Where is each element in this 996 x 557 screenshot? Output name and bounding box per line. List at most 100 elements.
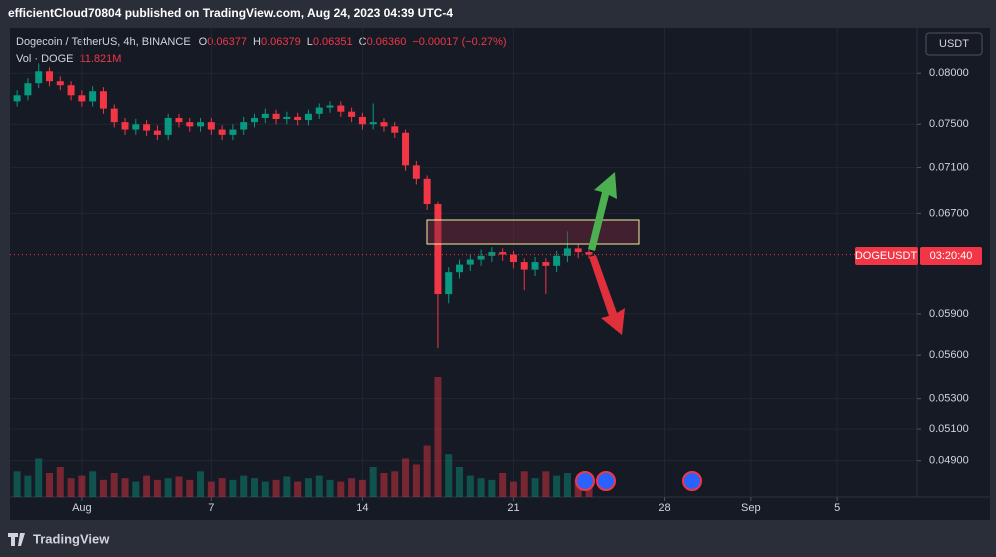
- volume-bar: [542, 471, 550, 497]
- candle-body: [412, 165, 420, 179]
- y-tick-label: 0.05600: [929, 349, 969, 361]
- ohlc-value: 0.06360: [367, 36, 407, 48]
- y-tick-label: 0.07100: [929, 161, 969, 173]
- x-tick-label: 7: [208, 502, 214, 514]
- volume-bar: [283, 476, 291, 497]
- ohlc-label: H: [253, 36, 261, 48]
- candle-body: [337, 105, 345, 112]
- volume-title: Vol · DOGE: [16, 53, 73, 65]
- volume-bar: [143, 475, 151, 497]
- x-tick-label: 5: [834, 502, 840, 514]
- candle-body: [520, 262, 528, 270]
- candle-body: [358, 116, 366, 125]
- chart-area: [10, 28, 990, 520]
- published-caption: efficientCloud70804 published on Trading…: [8, 6, 453, 20]
- brand-name: TradingView: [33, 531, 110, 546]
- candle-body: [164, 117, 172, 135]
- candle-body: [531, 262, 539, 270]
- candle-body: [197, 122, 205, 127]
- candle-body: [13, 95, 21, 102]
- y-tick-label: 0.05900: [929, 308, 969, 320]
- down-arrow: [589, 255, 625, 335]
- volume-bar: [89, 471, 97, 497]
- candle-body: [153, 130, 161, 135]
- up-arrow: [588, 172, 617, 251]
- symbol-tag-label: DOGEUSDT: [855, 250, 918, 262]
- ohlc-label: O: [199, 36, 208, 48]
- candle-body: [563, 248, 571, 256]
- candle-body: [542, 262, 550, 266]
- volume-bar: [67, 478, 75, 497]
- y-tick-label: 0.06700: [929, 207, 969, 219]
- volume-bar: [99, 479, 107, 497]
- candle-body: [218, 129, 226, 135]
- volume-bar: [13, 471, 21, 497]
- candle-body: [391, 126, 399, 133]
- volume-bar: [531, 478, 539, 497]
- x-tick-label: Aug: [72, 502, 92, 514]
- candle-body: [574, 248, 582, 253]
- currency-label[interactable]: USDT: [939, 38, 969, 50]
- candle-body: [45, 71, 53, 82]
- ohlc-value: 0.06379: [261, 36, 301, 48]
- countdown-tag: [920, 247, 982, 265]
- volume-bar: [110, 473, 118, 497]
- candle-body: [175, 117, 183, 123]
- volume-bar: [186, 479, 194, 497]
- volume-bar: [585, 486, 593, 497]
- x-tick-label: 14: [356, 502, 368, 514]
- brand-logo: TradingView: [8, 531, 110, 546]
- symbol-price-tag: [855, 247, 918, 265]
- countdown-label: 03:20:40: [930, 250, 973, 262]
- candle-body: [261, 113, 269, 118]
- candle-body: [78, 95, 86, 102]
- y-tick-label: 0.05300: [929, 393, 969, 405]
- candle-body: [89, 91, 97, 102]
- candle-body: [477, 255, 485, 260]
- candle-body: [585, 252, 593, 255]
- candle-body: [121, 122, 129, 130]
- candle-body: [315, 107, 323, 114]
- volume-bar: [132, 481, 140, 497]
- volume-bar: [272, 479, 280, 497]
- plot: 0.08000 0.07500 0.07100 0.06700 0.05900 0.056…: [10, 28, 969, 514]
- volume-bar: [326, 479, 334, 497]
- volume-bar: [488, 479, 496, 497]
- event-icon: [575, 471, 595, 491]
- candle-body: [553, 255, 561, 266]
- volume-value: 11.821M: [79, 53, 121, 65]
- candle-body: [488, 252, 496, 256]
- candle-body: [509, 254, 517, 263]
- candle-body: [207, 122, 215, 130]
- y-tick-label: 0.04900: [929, 455, 969, 467]
- candle-body: [499, 252, 507, 255]
- volume-bar: [380, 473, 388, 497]
- volume-bar: [250, 478, 258, 497]
- candle-body: [272, 113, 280, 120]
- candle-body: [369, 122, 377, 125]
- volume-bar: [391, 471, 399, 497]
- volume-bar: [520, 471, 528, 497]
- candle-body: [348, 111, 356, 117]
- currency-button[interactable]: [925, 32, 983, 56]
- volume-bar: [423, 445, 431, 497]
- candle-body: [294, 116, 302, 121]
- candle-body: [283, 116, 291, 120]
- candle-body: [466, 259, 474, 265]
- y-tick-label: 0.05100: [929, 423, 969, 435]
- volume-bar: [563, 473, 571, 497]
- symbol-title: Dogecoin / TetherUS, 4h, BINANCE: [16, 36, 191, 48]
- volume-bar: [175, 476, 183, 497]
- volume-bar: [153, 479, 161, 497]
- ohlc-label: L: [307, 36, 313, 48]
- volume-bar: [197, 471, 205, 497]
- y-tick-label: 0.08000: [929, 67, 969, 79]
- volume-bar: [412, 464, 420, 497]
- volume-bar: [509, 481, 517, 497]
- volume-legend: Vol · DOGE 11.821M: [16, 53, 121, 65]
- candle-body: [229, 129, 237, 135]
- candle-body: [240, 122, 248, 130]
- event-icon: [596, 471, 616, 491]
